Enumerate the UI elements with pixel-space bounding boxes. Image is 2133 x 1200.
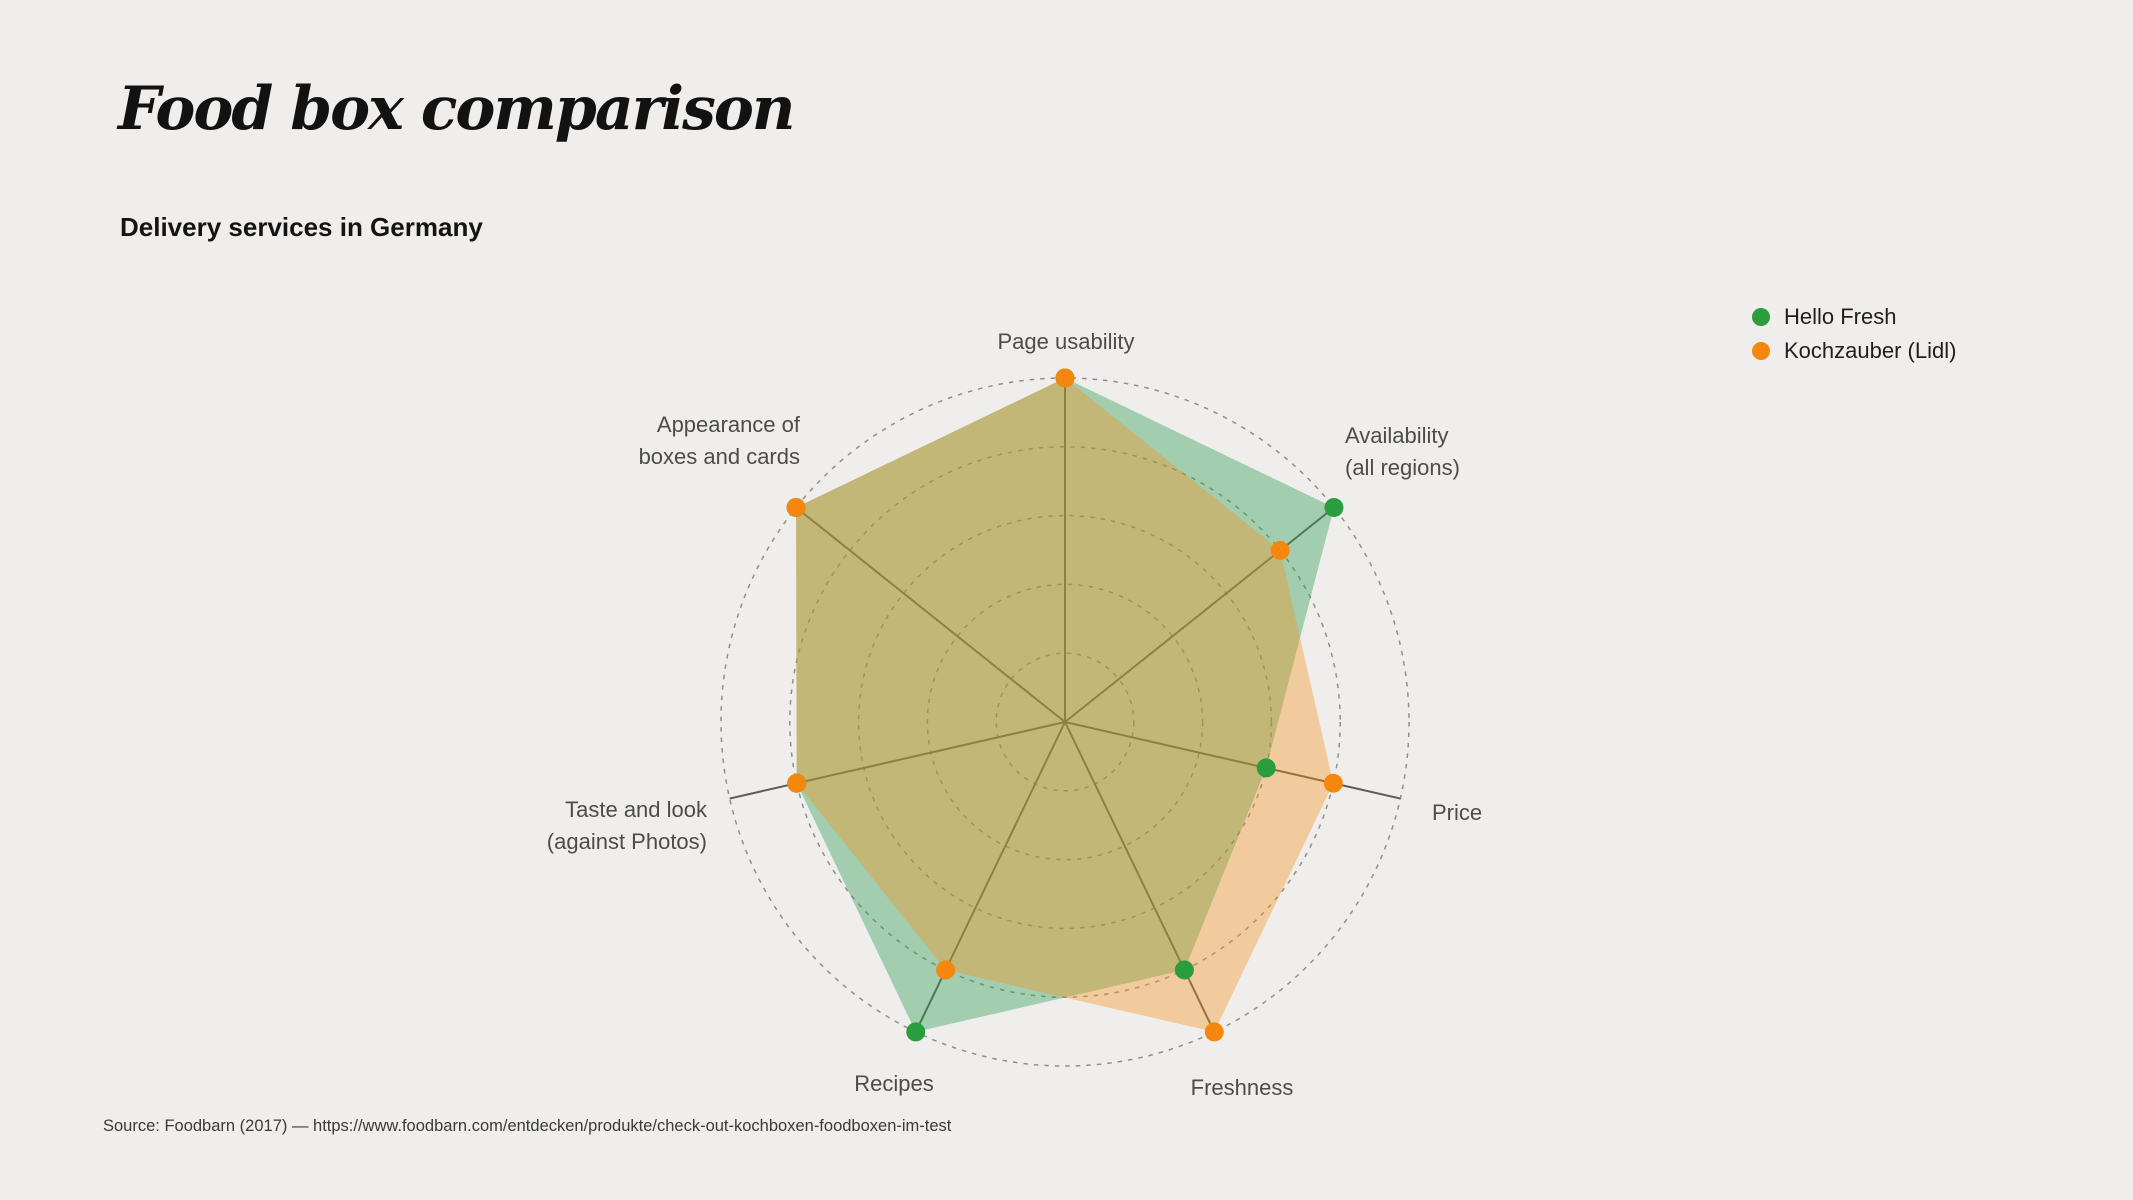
- axis-label-freshness: Freshness: [1190, 1075, 1294, 1100]
- data-point-marker: [1256, 758, 1276, 778]
- data-point-marker: [786, 498, 806, 518]
- axis-spokes: [729, 378, 1401, 1033]
- page-subtitle: Delivery services in Germany: [120, 212, 483, 242]
- page-title: Food box comparison: [118, 74, 796, 144]
- source-citation: Source: Foodbarn (2017) — https://www.fo…: [103, 1117, 952, 1135]
- data-point-marker: [906, 1022, 926, 1042]
- axis-spoke: [1064, 506, 1335, 723]
- axis-label-price: Price: [1432, 800, 1483, 825]
- legend-item-kochzauber: Kochzauber (Lidl): [1752, 334, 1956, 368]
- legend-dot-orange-icon: [1752, 342, 1770, 360]
- grid-ring: [926, 583, 1204, 861]
- axis-label-availability: Availability (all regions): [1345, 423, 1460, 480]
- legend-item-hello-fresh: Hello Fresh: [1752, 300, 1956, 334]
- data-point-marker: [1204, 1022, 1224, 1042]
- data-point-marker: [1055, 368, 1075, 388]
- legend-label: Kochzauber (Lidl): [1784, 338, 1957, 363]
- grid-ring: [995, 652, 1135, 792]
- axis-spoke: [1064, 721, 1401, 800]
- legend-dot-green-icon: [1752, 308, 1770, 326]
- axis-label-appearance: Appearance of boxes and cards: [638, 412, 800, 469]
- data-point-marker: [1270, 540, 1290, 560]
- axis-spoke: [795, 506, 1066, 723]
- series-area-kochzauber: [796, 378, 1334, 1032]
- axis-label-recipes: Recipes: [854, 1071, 934, 1096]
- data-point-marker: [787, 773, 807, 793]
- data-point-marker: [1324, 498, 1344, 518]
- axis-spoke: [729, 721, 1066, 800]
- data-point-marker: [936, 960, 956, 980]
- series-area-hello-fresh: [796, 378, 1334, 1032]
- data-point-marker: [1174, 960, 1194, 980]
- data-point-marker: [1323, 773, 1343, 793]
- axis-spoke: [1064, 721, 1216, 1033]
- grid-ring: [789, 446, 1341, 998]
- axis-label-page-usability: Page usability: [997, 329, 1135, 354]
- axis-spoke: [914, 721, 1066, 1033]
- series-markers-kochzauber: [786, 368, 1343, 1042]
- legend-label: Hello Fresh: [1784, 304, 1897, 329]
- axis-label-taste: Taste and look (against Photos): [546, 797, 707, 854]
- legend: Hello Fresh Kochzauber (Lidl): [1752, 300, 1956, 368]
